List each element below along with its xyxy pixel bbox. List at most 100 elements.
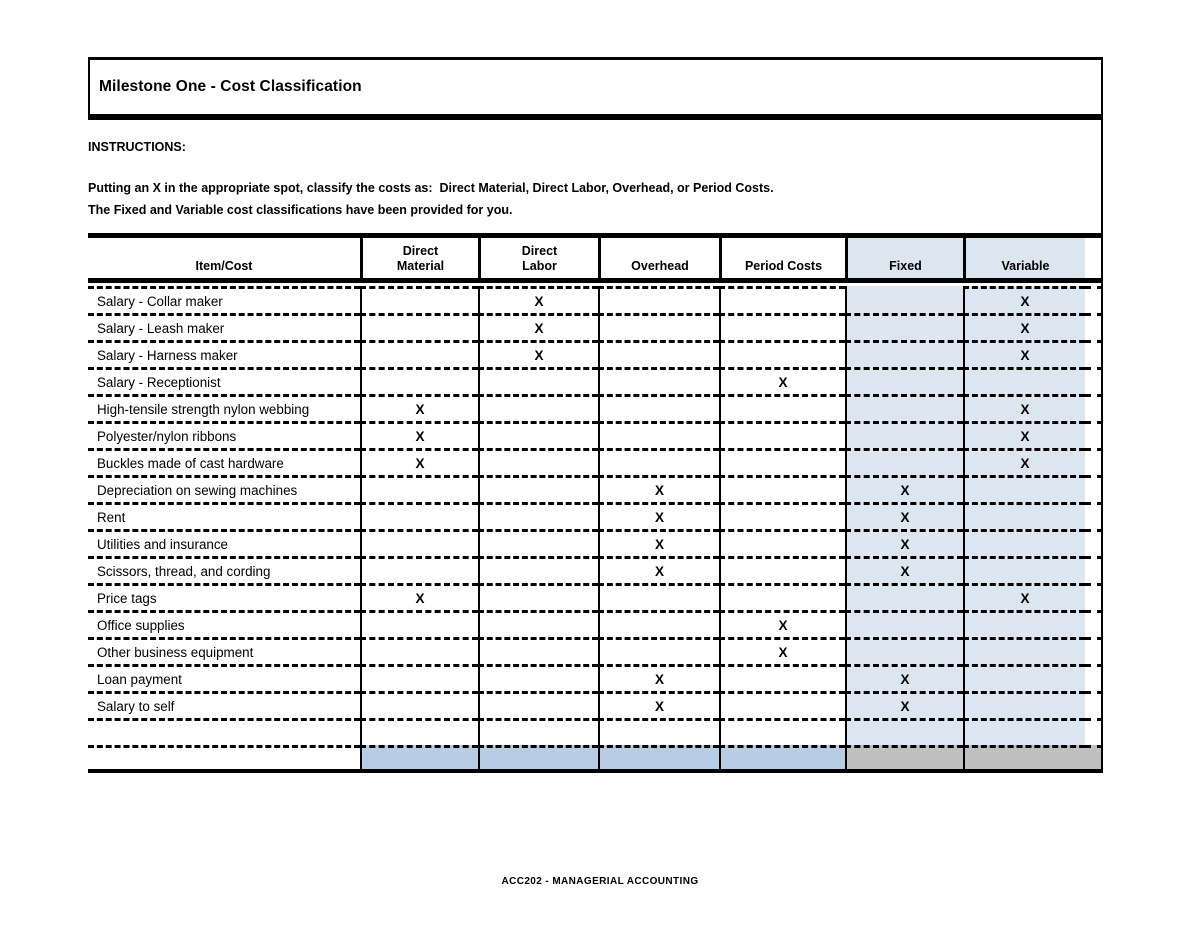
mark-cell-oh bbox=[598, 637, 719, 664]
mark-cell-pc bbox=[719, 394, 845, 421]
mark-cell-dm bbox=[360, 313, 478, 340]
row-label-cell: Salary - Collar maker bbox=[88, 286, 360, 313]
mark-cell-dl bbox=[478, 367, 598, 394]
mark-cell-vr: X bbox=[963, 286, 1085, 313]
mark-cell-dm bbox=[360, 529, 478, 556]
row-label-cell: Salary to self bbox=[88, 691, 360, 718]
mark-cell-dm bbox=[360, 502, 478, 529]
mark-cell-oh: X bbox=[598, 691, 719, 718]
legend-cell-vr bbox=[963, 745, 1085, 769]
column-header-oh: Overhead bbox=[598, 238, 719, 278]
mark-cell-vr bbox=[963, 718, 1085, 745]
row-gutter-cell bbox=[1085, 367, 1103, 394]
mark-cell-oh bbox=[598, 313, 719, 340]
table-row: Scissors, thread, and cording X X bbox=[88, 556, 1103, 583]
row-gutter-cell bbox=[1085, 583, 1103, 610]
mark-cell-dl: X bbox=[478, 286, 598, 313]
column-header-pc: Period Costs bbox=[719, 238, 845, 278]
mark-cell-vr bbox=[963, 664, 1085, 691]
column-header-dm: Direct Material bbox=[360, 238, 478, 278]
mark-cell-fx: X bbox=[845, 529, 963, 556]
mark-cell-vr bbox=[963, 610, 1085, 637]
mark-cell-dl bbox=[478, 610, 598, 637]
legend-cell-dm bbox=[360, 745, 478, 769]
mark-cell-pc bbox=[719, 340, 845, 367]
row-gutter-cell bbox=[1085, 610, 1103, 637]
row-gutter-cell bbox=[1085, 502, 1103, 529]
mark-cell-fx: X bbox=[845, 691, 963, 718]
mark-cell-dl bbox=[478, 394, 598, 421]
mark-cell-oh bbox=[598, 286, 719, 313]
mark-cell-oh bbox=[598, 718, 719, 745]
mark-cell-pc bbox=[719, 664, 845, 691]
mark-cell-dl bbox=[478, 529, 598, 556]
mark-cell-dl bbox=[478, 664, 598, 691]
mark-cell-fx: X bbox=[845, 502, 963, 529]
row-gutter-cell bbox=[1085, 394, 1103, 421]
mark-cell-oh: X bbox=[598, 529, 719, 556]
legend-cell-dl bbox=[478, 745, 598, 769]
row-gutter-cell bbox=[1085, 421, 1103, 448]
mark-cell-oh bbox=[598, 610, 719, 637]
row-gutter-cell bbox=[1085, 286, 1103, 313]
mark-cell-dm bbox=[360, 637, 478, 664]
table-row-empty bbox=[88, 718, 1103, 745]
instructions-heading: INSTRUCTIONS: bbox=[88, 140, 186, 154]
mark-cell-vr bbox=[963, 475, 1085, 502]
mark-cell-oh bbox=[598, 583, 719, 610]
mark-cell-vr: X bbox=[963, 313, 1085, 340]
row-gutter-cell bbox=[1085, 556, 1103, 583]
mark-cell-vr bbox=[963, 367, 1085, 394]
mark-cell-pc bbox=[719, 421, 845, 448]
mark-cell-dm: X bbox=[360, 583, 478, 610]
mark-cell-fx bbox=[845, 421, 963, 448]
mark-cell-pc bbox=[719, 556, 845, 583]
mark-cell-dm bbox=[360, 340, 478, 367]
mark-cell-dl bbox=[478, 475, 598, 502]
mark-cell-oh bbox=[598, 367, 719, 394]
row-label-cell: Salary - Leash maker bbox=[88, 313, 360, 340]
mark-cell-vr bbox=[963, 691, 1085, 718]
row-gutter-cell bbox=[1085, 475, 1103, 502]
table-row: Buckles made of cast hardware X X bbox=[88, 448, 1103, 475]
row-label-cell: Rent bbox=[88, 502, 360, 529]
legend-cell-oh bbox=[598, 745, 719, 769]
mark-cell-oh: X bbox=[598, 475, 719, 502]
row-gutter-cell bbox=[1085, 340, 1103, 367]
mark-cell-dl: X bbox=[478, 313, 598, 340]
mark-cell-fx bbox=[845, 610, 963, 637]
legend-cell-item bbox=[88, 745, 360, 769]
mark-cell-dm bbox=[360, 718, 478, 745]
mark-cell-oh: X bbox=[598, 502, 719, 529]
table-row: Salary - Receptionist X bbox=[88, 367, 1103, 394]
mark-cell-dl bbox=[478, 421, 598, 448]
mark-cell-pc bbox=[719, 691, 845, 718]
mark-cell-fx bbox=[845, 583, 963, 610]
mark-cell-dl bbox=[478, 718, 598, 745]
mark-cell-dm bbox=[360, 556, 478, 583]
mark-cell-pc bbox=[719, 475, 845, 502]
mark-cell-dm bbox=[360, 610, 478, 637]
legend-gutter-cell bbox=[1085, 745, 1103, 769]
row-gutter-cell bbox=[1085, 718, 1103, 745]
title-bar: Milestone One - Cost Classification bbox=[88, 57, 1103, 120]
row-label-cell: Office supplies bbox=[88, 610, 360, 637]
mark-cell-fx: X bbox=[845, 556, 963, 583]
mark-cell-pc: X bbox=[719, 637, 845, 664]
mark-cell-dl bbox=[478, 502, 598, 529]
mark-cell-dm bbox=[360, 286, 478, 313]
table-row: Polyester/nylon ribbons X X bbox=[88, 421, 1103, 448]
mark-cell-dl bbox=[478, 691, 598, 718]
table-row: High-tensile strength nylon webbing X X bbox=[88, 394, 1103, 421]
row-label-cell: Utilities and insurance bbox=[88, 529, 360, 556]
column-header-vr: Variable bbox=[963, 238, 1085, 278]
legend-cell-pc bbox=[719, 745, 845, 769]
mark-cell-dm bbox=[360, 664, 478, 691]
row-label-cell: Scissors, thread, and cording bbox=[88, 556, 360, 583]
mark-cell-fx bbox=[845, 394, 963, 421]
row-gutter-cell bbox=[1085, 313, 1103, 340]
row-label-cell: Other business equipment bbox=[88, 637, 360, 664]
row-gutter-cell bbox=[1085, 664, 1103, 691]
mark-cell-fx bbox=[845, 286, 963, 313]
